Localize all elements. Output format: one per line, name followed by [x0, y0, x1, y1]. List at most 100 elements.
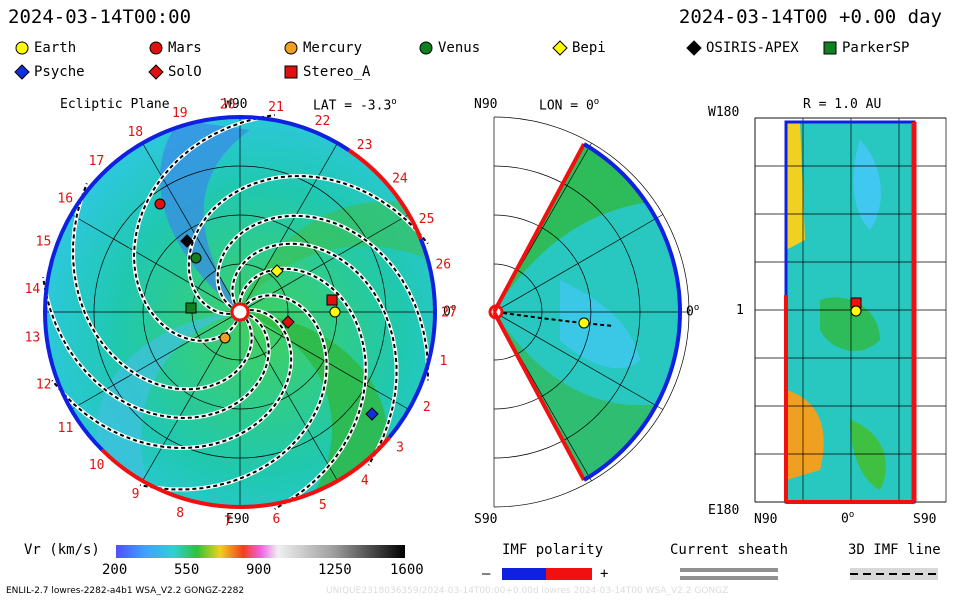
carrington-tick-26: 26 [435, 258, 451, 273]
carrington-tick-16: 16 [57, 191, 73, 206]
object-psyche [365, 407, 379, 421]
field-line [238, 267, 367, 510]
panel1-polarity-border [43, 115, 437, 509]
carrington-tick-14: 14 [25, 282, 41, 297]
field-line [231, 242, 398, 466]
field-line [132, 114, 275, 342]
panel3-bottom-s: S90 [913, 512, 937, 527]
object-stereo-a [326, 294, 338, 306]
legend-item-venus: Venus [418, 40, 480, 56]
imf-polarity-label: IMF polarity [502, 542, 604, 558]
carrington-tick-13: 13 [25, 330, 41, 345]
panel3-bottom-left: E180 [708, 503, 740, 518]
panel3-grid [754, 117, 947, 503]
legend-item-osiris-apex: OSIRIS-APEX [686, 40, 799, 56]
carrington-tick-8: 8 [176, 506, 184, 521]
object-osiris-apex [180, 234, 194, 248]
legend-label: Psyche [34, 64, 85, 80]
carrington-tick-10: 10 [89, 458, 105, 473]
sun-marker [230, 302, 250, 322]
panel3-bottom-mid: 0o [841, 510, 855, 527]
legend-label: Venus [438, 40, 481, 56]
header-right-time: 2024-03-14T00 +0.00 day [678, 6, 942, 28]
field-line [216, 214, 429, 381]
carrington-tick-5: 5 [319, 498, 327, 513]
legend-label: Stereo_A [303, 64, 371, 80]
current-sheath-line2 [680, 576, 778, 580]
panel3-r-label: R = 1.0 AU [803, 97, 882, 112]
carrington-tick-12: 12 [36, 378, 52, 393]
legend-item-mercury: Mercury [283, 40, 362, 56]
panel2-lon: LON = 0o [539, 97, 600, 114]
carrington-tick-15: 15 [36, 235, 52, 250]
panel3-top-left: W180 [708, 105, 740, 120]
carrington-tick-22: 22 [315, 114, 331, 129]
legend-item-bepi: Bepi [552, 40, 606, 56]
panel1-objects [154, 198, 379, 421]
panel1-field-lines [41, 113, 430, 511]
carrington-tick-19: 19 [172, 106, 188, 121]
carrington-tick-6: 6 [272, 512, 280, 527]
carrington-tick-23: 23 [357, 138, 373, 153]
carrington-tick-18: 18 [127, 125, 143, 140]
panel2-earth-marker [578, 317, 590, 329]
panel3-earth-marker [850, 305, 862, 317]
panel2-grid [493, 116, 690, 508]
legend-label: OSIRIS-APEX [706, 40, 799, 56]
carrington-tick-9: 9 [132, 487, 140, 502]
object-venus [190, 252, 202, 264]
legend-label: Earth [34, 40, 77, 56]
object-mars [154, 198, 166, 210]
footer-left: ENLIL-2.7 lowres-2282-a4b1 WSA_V2.2 GONG… [6, 586, 245, 596]
object-bepi [270, 264, 284, 278]
carrington-tick-17: 17 [89, 154, 105, 169]
legend-item-solo: SolO [148, 64, 202, 80]
imf-minus: – [482, 566, 491, 582]
carrington-tick-11: 11 [58, 421, 74, 436]
legend-item-stereo-a: Stereo_A [283, 64, 370, 80]
field-line [51, 309, 293, 449]
panel2-right-label: 0o [686, 303, 700, 320]
imf-plus: + [600, 566, 609, 582]
panel1-top-label: W90 [224, 97, 248, 112]
legend-label: Bepi [572, 40, 606, 56]
carrington-tick-1: 1 [439, 354, 447, 369]
legend-item-psyche: Psyche [14, 64, 85, 80]
legend-item-earth: Earth [14, 40, 76, 56]
colorbar-tick-900: 900 [246, 562, 272, 578]
colorbar-tick-1250: 1250 [318, 562, 352, 578]
object-earth [329, 306, 341, 318]
legend-item-mars: Mars [148, 40, 202, 56]
panel1-grid [45, 117, 435, 507]
panel3-mid-left: 1 [736, 303, 744, 318]
footer-right: UNIQUE2318036359/2024-03-14T00:00+0.00d … [326, 586, 729, 596]
panel3-bottom-n: N90 [754, 512, 778, 527]
legend-label: Mars [168, 40, 202, 56]
current-sheath-label: Current sheath [670, 542, 789, 558]
colorbar-label: Vr (km/s) [24, 542, 100, 558]
panel1-right-label: 0o [443, 303, 457, 320]
legend-label: Mercury [303, 40, 363, 56]
field-line [42, 277, 270, 420]
legend-item-parkersp: ParkerSP [822, 40, 909, 56]
imf-neg-swatch [502, 568, 546, 580]
imf-pos-swatch [546, 568, 592, 580]
colorbar-tick-550: 550 [174, 562, 200, 578]
object-solo [281, 315, 295, 329]
imf-line-label: 3D IMF line [848, 542, 941, 558]
carrington-tick-24: 24 [392, 171, 408, 186]
colorbar-tick-200: 200 [102, 562, 128, 578]
panel1-title: Ecliptic Plane [60, 97, 170, 112]
field-line [72, 183, 253, 391]
panel1-lat: LAT = -3.3o [313, 97, 397, 114]
carrington-tick-25: 25 [419, 212, 435, 227]
carrington-tick-4: 4 [361, 474, 369, 489]
carrington-tick-2: 2 [423, 400, 431, 415]
legend-label: ParkerSP [842, 40, 910, 56]
object-mercury [219, 332, 231, 344]
